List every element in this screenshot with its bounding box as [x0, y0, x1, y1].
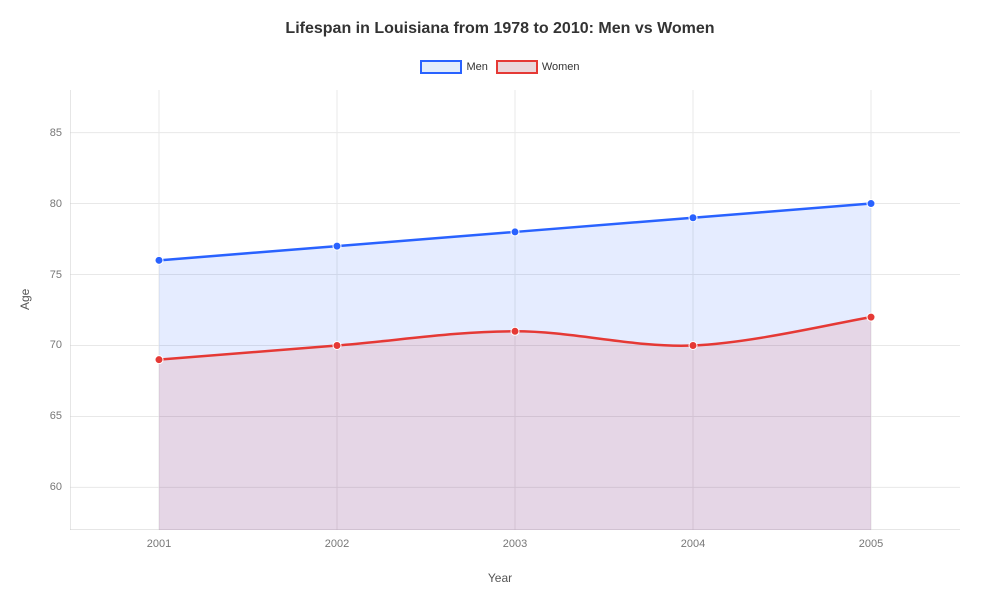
x-tick-label: 2002	[325, 538, 349, 550]
chart-container: Lifespan in Louisiana from 1978 to 2010:…	[0, 0, 1000, 600]
legend: Men Women	[0, 60, 1000, 74]
plot-svg	[70, 90, 960, 530]
y-tick-label: 75	[50, 269, 62, 281]
y-axis-label: Age	[18, 289, 32, 310]
legend-item-women: Women	[496, 60, 580, 74]
x-tick-label: 2001	[147, 538, 171, 550]
marker-women	[511, 327, 519, 335]
legend-label-women: Women	[542, 61, 580, 73]
marker-women	[155, 356, 163, 364]
marker-women	[333, 341, 341, 349]
y-tick-label: 85	[50, 127, 62, 139]
y-tick-label: 80	[50, 198, 62, 210]
chart-title: Lifespan in Louisiana from 1978 to 2010:…	[0, 20, 1000, 38]
y-tick-label: 60	[50, 481, 62, 493]
marker-women	[689, 341, 697, 349]
y-tick-label: 65	[50, 410, 62, 422]
y-tick-label: 70	[50, 339, 62, 351]
legend-swatch-women	[496, 60, 538, 74]
x-tick-label: 2003	[503, 538, 527, 550]
marker-men	[867, 200, 875, 208]
legend-item-men: Men	[420, 60, 487, 74]
x-axis-label: Year	[0, 571, 1000, 585]
legend-swatch-men	[420, 60, 462, 74]
x-tick-label: 2005	[859, 538, 883, 550]
plot-area: 60657075808520012002200320042005	[70, 90, 960, 530]
x-tick-label: 2004	[681, 538, 705, 550]
marker-men	[155, 256, 163, 264]
legend-label-men: Men	[466, 61, 487, 73]
marker-men	[511, 228, 519, 236]
marker-women	[867, 313, 875, 321]
marker-men	[689, 214, 697, 222]
marker-men	[333, 242, 341, 250]
